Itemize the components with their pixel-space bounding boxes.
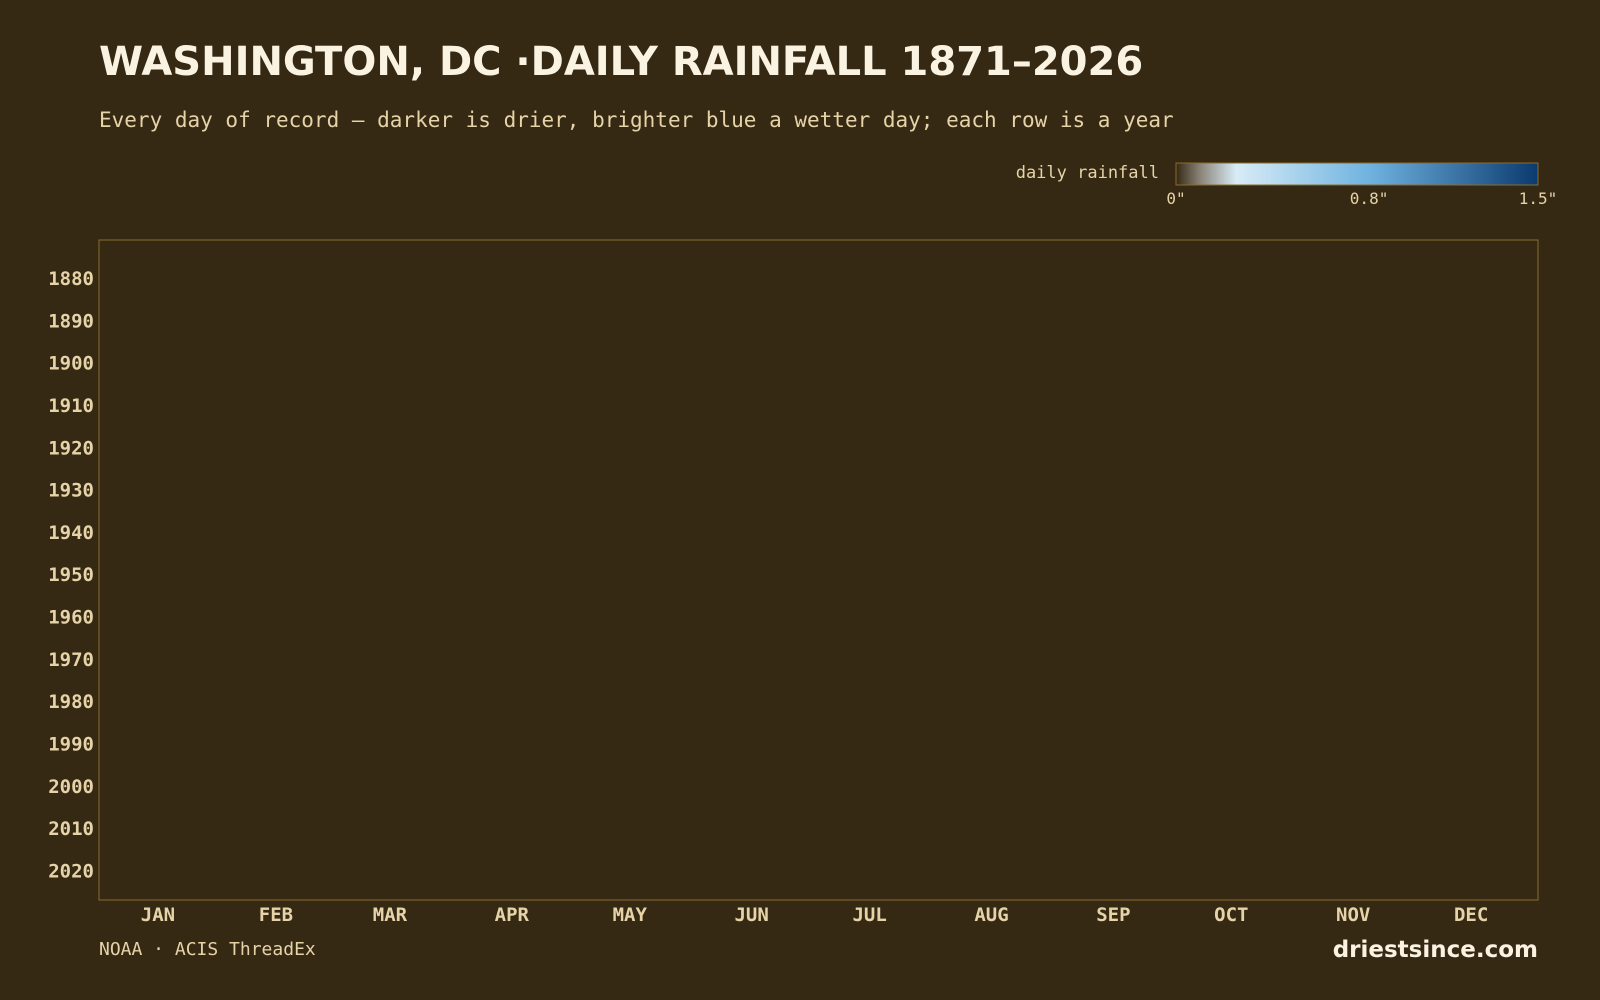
x-tick-label: JUN: [734, 904, 768, 926]
y-tick-label: 1890: [48, 310, 94, 332]
y-tick-label: 1900: [48, 353, 94, 375]
x-tick-label: SEP: [1096, 904, 1130, 926]
y-tick-label: 1940: [48, 522, 94, 544]
y-tick-label: 1990: [48, 733, 94, 755]
chart-title: WASHINGTON, DC ·DAILY RAINFALL 1871–2026: [99, 39, 1143, 85]
x-tick-label: MAR: [373, 904, 408, 926]
y-tick-label: 2020: [48, 860, 94, 882]
y-tick-label: 1970: [48, 649, 94, 671]
x-tick-label: OCT: [1214, 904, 1248, 926]
y-tick-label: 1910: [48, 395, 94, 417]
brand: driestsince.com: [1333, 937, 1538, 963]
y-tick-label: 1920: [48, 437, 94, 459]
x-tick-label: JAN: [141, 904, 175, 926]
y-tick-label: 2000: [48, 776, 94, 798]
source: NOAA · ACIS ThreadEx: [99, 939, 316, 960]
x-tick-label: AUG: [974, 904, 1008, 926]
y-tick-label: 1960: [48, 607, 94, 629]
y-tick-label: 1950: [48, 564, 94, 586]
y-tick-label: 1930: [48, 480, 94, 502]
colorbar-tick-label: 0.8": [1350, 189, 1389, 208]
x-tick-label: DEC: [1454, 904, 1488, 926]
x-tick-label: APR: [495, 904, 530, 926]
y-tick-label: 1880: [48, 268, 94, 290]
chart-subtitle: Every day of record — darker is drier, b…: [99, 108, 1174, 132]
y-tick-label: 2010: [48, 818, 94, 840]
x-tick-label: MAY: [613, 904, 648, 926]
y-tick-label: 1980: [48, 691, 94, 713]
colorbar-label: daily rainfall: [1016, 163, 1159, 183]
x-tick-label: FEB: [259, 904, 293, 926]
x-tick-label: NOV: [1336, 904, 1370, 926]
x-tick-label: JUL: [852, 904, 886, 926]
colorbar: [1175, 162, 1539, 186]
colorbar-tick-label: 0": [1166, 189, 1185, 208]
plot-background: [98, 239, 1539, 901]
colorbar-tick-label: 1.5": [1519, 189, 1558, 208]
